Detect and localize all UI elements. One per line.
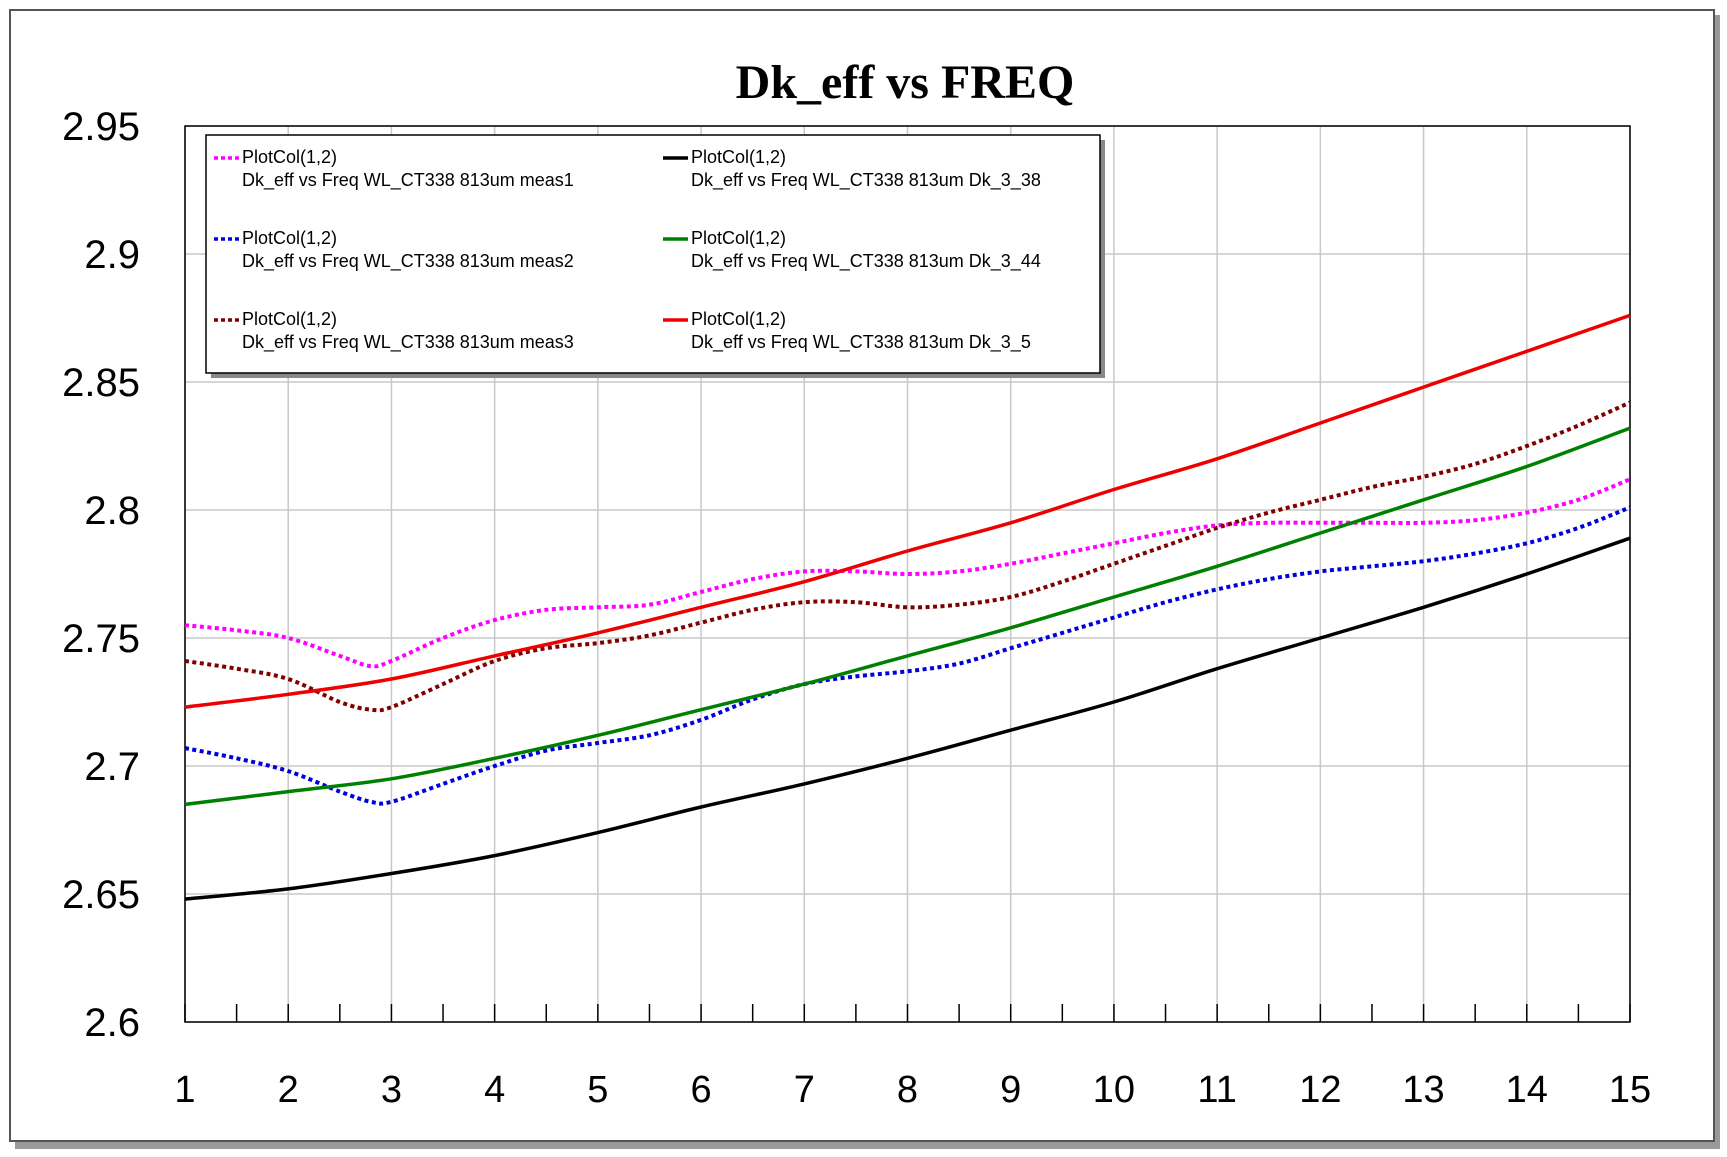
legend-series-description: Dk_eff vs Freq WL_CT338 813um meas3 (242, 332, 574, 353)
x-tick-label: 13 (1402, 1069, 1444, 1111)
legend-series-name: PlotCol(1,2) (242, 228, 337, 248)
x-tick-label: 14 (1506, 1069, 1548, 1111)
x-tick-label: 11 (1197, 1069, 1236, 1111)
x-tick-label: 8 (897, 1069, 918, 1111)
legend-series-description: Dk_eff vs Freq WL_CT338 813um meas1 (242, 170, 574, 191)
series-line-6 (184, 313, 1631, 709)
y-tick-labels: 2.6 2.65 2.7 2.75 2.8 2.85 2.9 2.95 (62, 105, 140, 1045)
y-tick-label: 2.75 (62, 617, 140, 661)
chart-title: Dk_eff vs FREQ (736, 56, 1075, 109)
x-tick-label: 9 (1000, 1069, 1021, 1111)
x-tick-label: 15 (1609, 1069, 1651, 1111)
legend-series-description: Dk_eff vs Freq WL_CT338 813um Dk_3_38 (691, 170, 1041, 191)
y-tick-label: 2.85 (62, 361, 140, 405)
x-tick-label: 5 (587, 1069, 608, 1111)
series-line-5 (184, 426, 1631, 807)
x-tick-label: 12 (1299, 1069, 1341, 1111)
legend: PlotCol(1,2) Dk_eff vs Freq WL_CT338 813u… (205, 134, 1105, 378)
x-tick-label: 4 (484, 1069, 505, 1111)
legend-series-name: PlotCol(1,2) (242, 309, 337, 329)
series-line-1 (184, 477, 1631, 669)
y-tick-label: 2.6 (84, 1001, 140, 1045)
x-tick-label: 2 (278, 1069, 299, 1111)
y-tick-label: 2.9 (84, 233, 140, 277)
x-tick-label: 1 (174, 1069, 195, 1111)
legend-series-name: PlotCol(1,2) (691, 147, 786, 167)
legend-series-name: PlotCol(1,2) (691, 309, 786, 329)
axes (184, 125, 1631, 1023)
legend-series-name: PlotCol(1,2) (242, 147, 337, 167)
x-tick-label: 10 (1093, 1069, 1135, 1111)
legend-series-name: PlotCol(1,2) (691, 228, 786, 248)
y-tick-label: 2.65 (62, 873, 140, 917)
legend-box (205, 134, 1101, 374)
x-tick-label: 6 (691, 1069, 712, 1111)
legend-series-description: Dk_eff vs Freq WL_CT338 813um Dk_3_5 (691, 332, 1031, 353)
x-tick-labels: 1 2 3 4 5 6 7 8 9 10 11 12 13 14 15 (174, 1069, 1651, 1111)
y-tick-label: 2.95 (62, 105, 140, 149)
series-layer (184, 313, 1631, 901)
y-tick-label: 2.7 (84, 745, 140, 789)
series-line-4 (184, 536, 1631, 901)
legend-series-description: Dk_eff vs Freq WL_CT338 813um Dk_3_44 (691, 251, 1041, 272)
y-tick-label: 2.8 (84, 489, 140, 533)
x-tick-label: 3 (381, 1069, 402, 1111)
legend-series-description: Dk_eff vs Freq WL_CT338 813um meas2 (242, 251, 574, 272)
plot-border (184, 125, 1631, 1023)
x-tick-label: 7 (794, 1069, 815, 1111)
series-line-2 (184, 505, 1631, 806)
series-line-3 (184, 400, 1631, 713)
